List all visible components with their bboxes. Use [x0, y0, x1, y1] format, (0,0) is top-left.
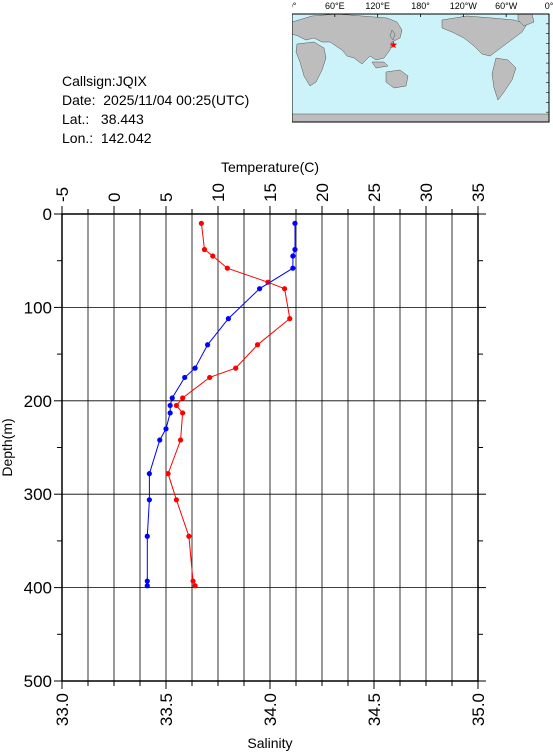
temperature-point: [173, 497, 179, 503]
depth-tick-label: 200: [24, 392, 52, 411]
continent-2: [385, 69, 409, 89]
continent-0: [291, 13, 403, 65]
salinity-point: [157, 437, 163, 443]
continent-1: [295, 41, 327, 87]
salinity-point: [144, 578, 150, 584]
continent-3: [441, 15, 528, 57]
continent-8: [389, 29, 396, 41]
salinity-point: [225, 316, 231, 322]
salinity-point: [167, 410, 173, 416]
depth-tick-label: 100: [24, 298, 52, 317]
temperature-point: [186, 533, 192, 539]
temperature-point: [233, 365, 239, 371]
temperature-point: [265, 279, 271, 285]
temperature-point: [165, 471, 171, 477]
profile-chart: 0 100 200 300 400 500 -5 0 5 10 15 20 25 30 35 Temperat…: [0, 150, 553, 756]
salinity-tick-label: 33.5: [157, 693, 176, 726]
continent-7: [291, 113, 550, 123]
salinity-point: [292, 246, 298, 253]
salinity-axis-title: Salinity: [247, 735, 292, 751]
temperature-tick-label: -5: [53, 187, 72, 202]
salinity-point: [146, 497, 152, 503]
temperature-tick-label: 25: [365, 183, 384, 202]
continent-6: [371, 61, 389, 69]
salinity-point: [290, 265, 296, 271]
depth-tick-label: 300: [24, 485, 52, 504]
salinity-point: [292, 220, 298, 226]
salinity-tick-label: 34.0: [261, 693, 280, 726]
salinity-point: [182, 374, 188, 381]
salinity-tick-label: 33.0: [53, 693, 72, 726]
depth-tick-label: 0: [43, 205, 52, 224]
map-lon-label: 120°E: [365, 1, 390, 11]
temperature-point: [254, 342, 261, 348]
map-lon-label: 0°: [545, 1, 553, 11]
temperature-line: [167, 223, 291, 586]
temperature-axis-title: Temperature(C): [221, 159, 319, 175]
temperature-point: [173, 402, 179, 409]
map-lon-label: 120°W: [450, 1, 478, 11]
callsign-label: Callsign:JQIX: [62, 73, 147, 89]
salinity-point: [192, 365, 198, 371]
station-marker-icon: [389, 40, 398, 49]
station-info: Callsign:JQIX Date: 2025/11/04 00:25(UTC…: [62, 72, 249, 148]
salinity-point: [205, 342, 211, 348]
map-lon-label: 60°W: [495, 1, 518, 11]
continent-5: [491, 57, 517, 101]
temperature-point: [177, 437, 184, 443]
temperature-point: [201, 246, 208, 253]
temperature-tick-label: 20: [313, 183, 332, 202]
latitude-label: Lat.: 38.443: [62, 111, 144, 127]
temperature-point: [207, 374, 213, 381]
temperature-point: [281, 286, 288, 292]
temperature-tick-label: 15: [261, 183, 280, 202]
salinity-point: [167, 402, 173, 409]
salinity-tick-label: 34.5: [365, 693, 384, 726]
map-lon-label: 0°: [292, 1, 297, 11]
depth-tick-label: 500: [24, 672, 52, 691]
temperature-point: [190, 578, 196, 584]
temperature-tick-label: 10: [209, 183, 228, 202]
temperature-point: [287, 316, 293, 322]
salinity-point: [146, 471, 152, 477]
depth-axis-title: Depth(m): [0, 418, 15, 476]
map-lon-label: 180°: [411, 1, 430, 11]
depth-tick-label: 400: [24, 579, 52, 598]
salinity-tick-label: 35.0: [469, 693, 488, 726]
temperature-tick-label: 35: [469, 183, 488, 202]
temperature-tick-label: 5: [157, 193, 176, 202]
temperature-point: [180, 395, 186, 401]
salinity-point: [144, 533, 150, 539]
temperature-point: [224, 265, 230, 271]
salinity-point: [144, 583, 150, 589]
map-lon-label: 60°E: [325, 1, 345, 11]
temperature-tick-label: 0: [105, 193, 124, 202]
temperature-point: [210, 253, 216, 259]
salinity-point: [290, 253, 296, 259]
salinity-point: [257, 286, 263, 292]
longitude-label: Lon.: 142.042: [62, 130, 152, 146]
salinity-point: [169, 395, 175, 401]
temperature-point: [192, 583, 198, 589]
temperature-point: [198, 220, 204, 226]
date-label: Date: 2025/11/04 00:25(UTC): [62, 92, 250, 108]
salinity-point: [163, 426, 169, 432]
temperature-tick-label: 30: [417, 183, 436, 202]
temperature-point: [180, 410, 186, 416]
